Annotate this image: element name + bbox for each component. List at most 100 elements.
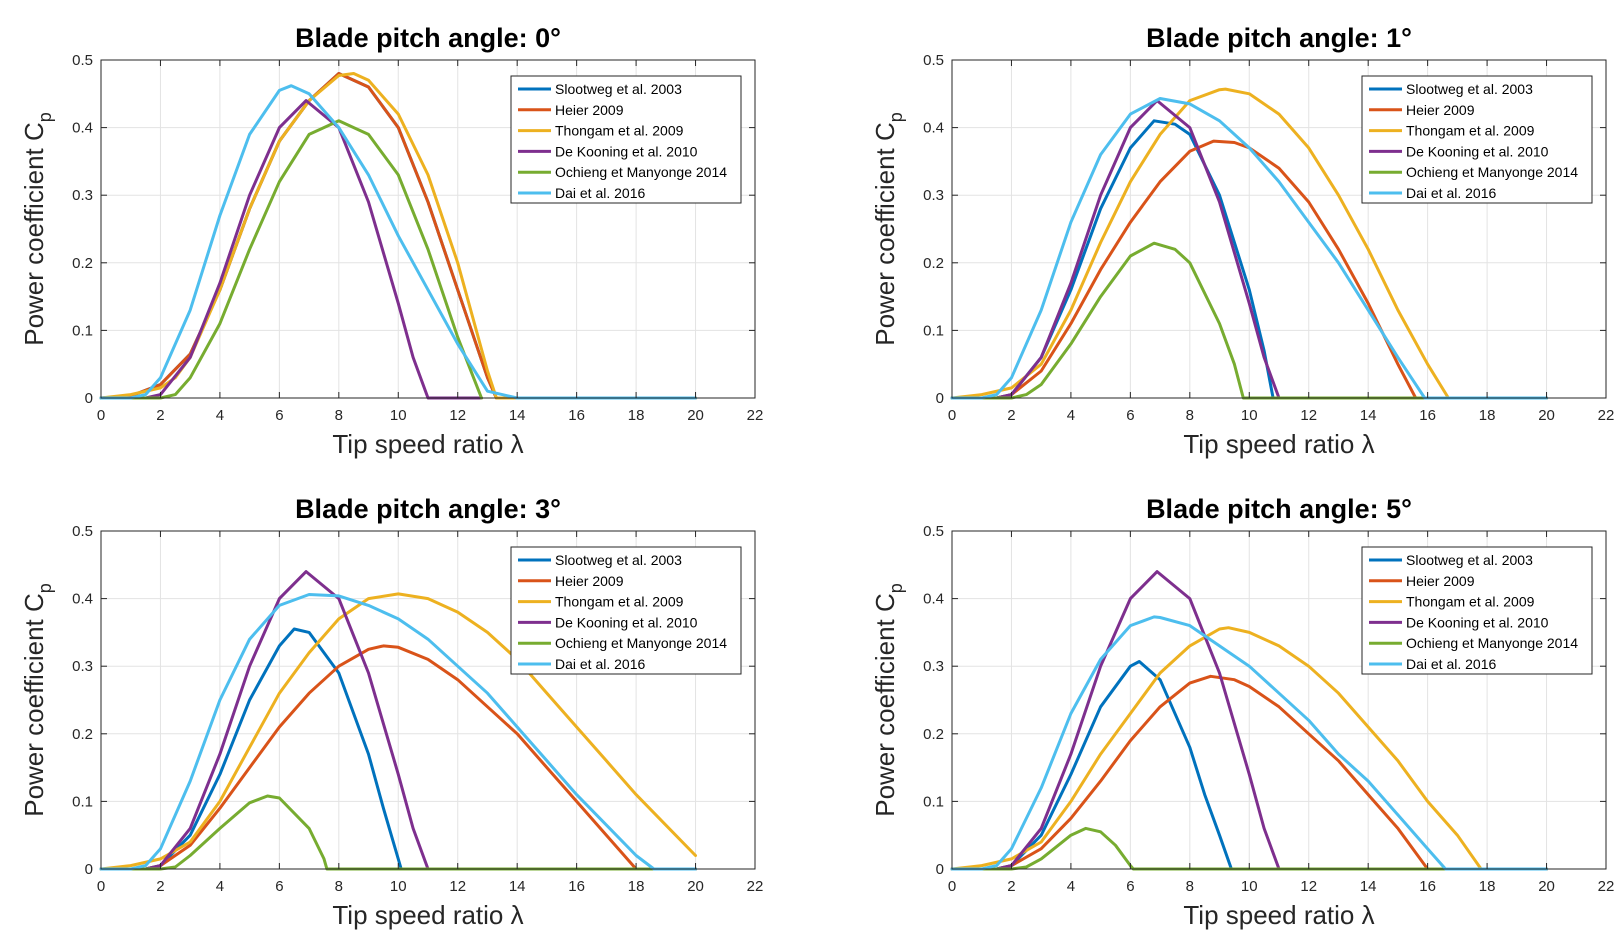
x-tick-label: 8	[1186, 407, 1194, 424]
axes-box	[100, 59, 756, 399]
x-tick-label: 2	[156, 878, 164, 895]
chart-title: Blade pitch angle: 0°	[295, 23, 561, 53]
x-tick-label: 2	[156, 407, 164, 424]
y-tick-label: 0.2	[923, 726, 944, 743]
x-tick-label: 20	[1538, 878, 1555, 895]
series-line-6	[950, 97, 1548, 400]
y-tick-label: 0.5	[923, 523, 944, 540]
x-tick-label: 6	[1126, 878, 1134, 895]
x-tick-label: 10	[390, 407, 407, 424]
x-tick-label: 4	[216, 878, 224, 895]
x-tick-label: 16	[1419, 878, 1436, 895]
legend-entry: Thongam et al. 2009	[555, 123, 684, 139]
x-tick-label: 14	[1360, 878, 1377, 895]
x-tick-label: 0	[948, 878, 956, 895]
legend-entry: Heier 2009	[555, 573, 624, 589]
series-line-6	[99, 593, 697, 871]
axes-box	[951, 59, 1607, 399]
legend-entry: Heier 2009	[1406, 102, 1475, 118]
series-line-3	[950, 87, 1548, 400]
y-tick-label: 0.1	[923, 793, 944, 810]
x-tick-label: 12	[1300, 878, 1317, 895]
legend: Slootweg et al. 2003 Heier 2009 Thongam et…	[510, 75, 742, 204]
x-axis-label: Tip speed ratio λ	[1183, 429, 1374, 459]
series-line-2	[950, 139, 1548, 400]
x-tick-label: 16	[568, 878, 585, 895]
x-tick-label: 10	[390, 878, 407, 895]
chart-title: Blade pitch angle: 5°	[1146, 494, 1412, 524]
x-tick-label: 12	[449, 407, 466, 424]
x-tick-label: 14	[509, 407, 526, 424]
series-line-6	[99, 84, 697, 400]
y-tick-label: 0.5	[923, 52, 944, 69]
x-tick-label: 16	[568, 407, 585, 424]
legend: Slootweg et al. 2003 Heier 2009 Thongam et…	[510, 546, 742, 675]
legend-entry: De Kooning et al. 2010	[555, 143, 698, 159]
x-tick-label: 4	[1067, 407, 1075, 424]
legend-entry: Thongam et al. 2009	[555, 594, 684, 610]
y-tick-label: 0.2	[72, 255, 93, 272]
legend-entry: Ochieng et Manyonge 2014	[1406, 164, 1578, 180]
y-tick-label: 0	[936, 861, 944, 878]
legend-box	[510, 75, 742, 204]
series-line-6	[950, 615, 1548, 871]
x-tick-label: 10	[1241, 878, 1258, 895]
legend-entry: Thongam et al. 2009	[1406, 123, 1535, 139]
x-tick-label: 10	[1241, 407, 1258, 424]
y-tick-label: 0.1	[72, 322, 93, 339]
y-tick-label: 0.4	[72, 120, 93, 137]
chart-panel-4: 0 2 4 6 8 10 12 14 16 18 20 22 0 0.1 0.2 0.3 0.4 0.5 Blade…	[870, 494, 1614, 930]
x-tick-label: 20	[687, 407, 704, 424]
series-line-2	[99, 644, 697, 871]
y-tick-label: 0.1	[923, 322, 944, 339]
legend: Slootweg et al. 2003 Heier 2009 Thongam et…	[1361, 546, 1593, 675]
x-tick-label: 20	[1538, 407, 1555, 424]
y-tick-label: 0.4	[72, 591, 93, 608]
x-tick-label: 22	[1598, 407, 1615, 424]
x-tick-label: 0	[97, 407, 105, 424]
x-tick-label: 2	[1007, 878, 1015, 895]
x-tick-label: 4	[1067, 878, 1075, 895]
y-tick-label: 0	[85, 390, 93, 407]
legend-entry: Dai et al. 2016	[1406, 185, 1496, 201]
series-line-4	[99, 99, 483, 400]
x-tick-label: 6	[1126, 407, 1134, 424]
legend-entry: Ochieng et Manyonge 2014	[555, 164, 727, 180]
y-tick-label: 0.3	[72, 658, 93, 675]
axes-box	[951, 530, 1607, 870]
x-tick-label: 14	[1360, 407, 1377, 424]
x-tick-label: 18	[628, 878, 645, 895]
x-tick-label: 14	[509, 878, 526, 895]
x-tick-label: 8	[1186, 878, 1194, 895]
legend-entry: Heier 2009	[1406, 573, 1475, 589]
series-line-2	[950, 674, 1548, 871]
x-tick-label: 2	[1007, 407, 1015, 424]
x-tick-label: 18	[1479, 878, 1496, 895]
chart-panel-3: 0 2 4 6 8 10 12 14 16 18 20 22 0 0.1 0.2 0.3 0.4 0.5 Blade…	[19, 494, 763, 930]
legend-entry: Dai et al. 2016	[1406, 656, 1496, 672]
x-tick-label: 22	[747, 878, 764, 895]
legend-entry: De Kooning et al. 2010	[1406, 143, 1549, 159]
y-axis-label: Power coefficient Cp	[870, 583, 906, 817]
y-tick-label: 0.3	[923, 187, 944, 204]
y-tick-label: 0.2	[72, 726, 93, 743]
y-axis-label: Power coefficient Cp	[19, 112, 55, 346]
x-tick-label: 16	[1419, 407, 1436, 424]
legend-box	[1361, 546, 1593, 675]
x-tick-label: 20	[687, 878, 704, 895]
x-tick-label: 6	[275, 878, 283, 895]
x-tick-label: 0	[97, 878, 105, 895]
legend-box	[510, 546, 742, 675]
y-tick-label: 0.1	[72, 793, 93, 810]
legend-entry: De Kooning et al. 2010	[555, 614, 698, 630]
x-tick-label: 0	[948, 407, 956, 424]
series-line-5	[99, 119, 483, 400]
chart-title: Blade pitch angle: 1°	[1146, 23, 1412, 53]
x-tick-label: 12	[1300, 407, 1317, 424]
legend-entry: Dai et al. 2016	[555, 185, 645, 201]
x-tick-label: 22	[747, 407, 764, 424]
y-tick-label: 0.3	[72, 187, 93, 204]
x-tick-label: 18	[1479, 407, 1496, 424]
x-axis-label: Tip speed ratio λ	[332, 900, 523, 930]
